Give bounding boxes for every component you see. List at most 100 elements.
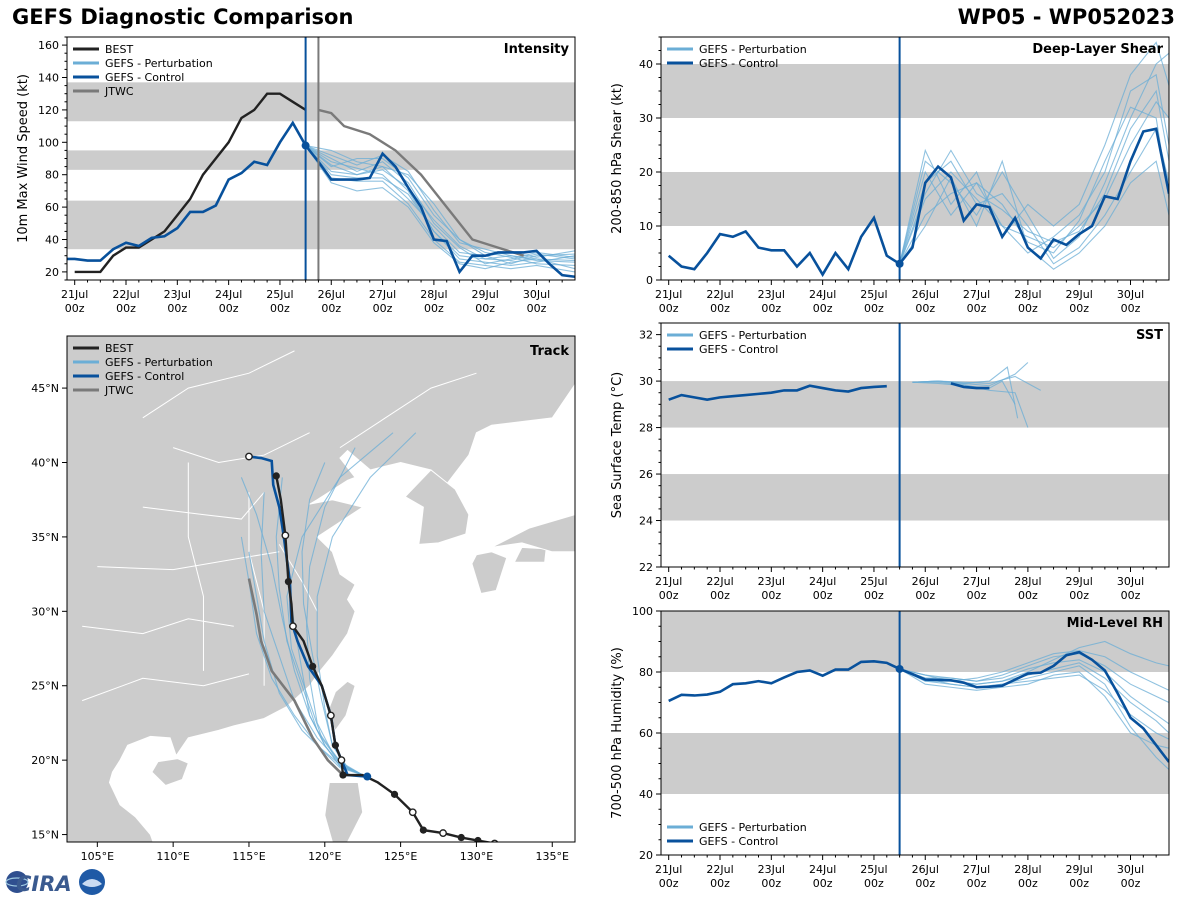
shear-xtick-sublabel: 00z [1018,302,1038,315]
intensity-ytick-label: 60 [45,201,59,214]
admin-boundary [142,350,295,419]
intensity-best-line [74,92,307,274]
sst-xtick-sublabel: 00z [710,589,730,602]
rh-xtick-sublabel: 00z [659,877,679,890]
shear-ytick-label: 10 [639,220,653,233]
intensity-xtick-label: 21Jul [61,288,88,301]
sst-ytick-label: 24 [639,515,653,528]
intensity-xtick-label: 22Jul [112,288,139,301]
rh-xtick-label: 21Jul [655,863,682,876]
sst-frame [660,322,1170,568]
rh-xtick-sublabel: 00z [1121,877,1141,890]
rh-xtick-sublabel: 00z [864,877,884,890]
rh-xtick-sublabel: 00z [1069,877,1089,890]
admin-boundary [82,618,234,635]
shear-perturbation-line [899,127,1169,265]
sst-ytick-label: 28 [639,422,653,435]
shear-ytick-label: 30 [639,112,653,125]
track-xtick-label: 105°E [81,850,114,863]
rh-plot-area [668,640,1169,770]
intensity-perturbation-line [305,145,575,270]
intensity-ytick-label: 20 [45,266,59,279]
rh-xtick-label: 22Jul [706,863,733,876]
shear-plot-area [667,41,1169,278]
rh-xtick-label: 30Jul [1117,863,1144,876]
track-ytick-label: 30°N [31,605,59,618]
intensity-band [67,82,575,122]
intensity-xtick-label: 29Jul [472,288,499,301]
rh-xtick-sublabel: 00z [813,877,833,890]
track-xtick-label: 130°E [460,850,493,863]
track-legend-label: BEST [105,342,133,355]
admin-boundary [97,551,280,571]
shear-xtick-label: 25Jul [860,288,887,301]
shear-xtick-sublabel: 00z [1069,302,1089,315]
track-best-marker-open [289,622,297,631]
globe-icon [6,871,28,893]
track-legend-label: GEFS - Perturbation [105,356,213,369]
logo-text: CIRA [16,872,72,896]
shear-perturbation-line [899,106,1169,264]
sst-xtick-label: 30Jul [1117,575,1144,588]
intensity-xtick-label: 24Jul [215,288,242,301]
track-xtick-label: 125°E [384,850,417,863]
shear-ytick-label: 20 [639,166,653,179]
track-ytick-label: 15°N [31,829,59,842]
rh-legend-label: GEFS - Perturbation [699,821,807,834]
track-best-marker [339,771,347,779]
sst-xtick-sublabel: 00z [1069,589,1089,602]
intensity-gefs-control-line [67,120,575,279]
shear-xtick-label: 22Jul [706,288,733,301]
sst-xtick-sublabel: 00z [864,589,884,602]
track-best-marker [457,833,465,842]
intensity-jtwc-line [318,108,525,257]
intensity-ylabel: 10m Max Wind Speed (kt) [16,74,31,243]
intensity-xtick-label: 27Jul [369,288,396,301]
shear-ytick-label: 40 [639,58,653,71]
land-polygon [151,758,189,787]
land-polygon [404,469,470,545]
track-map-area [67,336,575,842]
shear-xtick-sublabel: 00z [761,302,781,315]
storm-id-title: WP05 - WP052023 [957,5,1175,29]
admin-boundary [339,372,477,449]
sst-plot-area [668,362,1041,428]
track-ytick-label: 35°N [31,531,59,544]
rh-xtick-label: 29Jul [1066,863,1093,876]
track-best-marker-open [439,829,447,837]
admin-boundary [81,673,250,702]
track-xtick-label: 135°E [536,850,569,863]
rh-xtick-sublabel: 00z [710,877,730,890]
rh-xtick-sublabel: 00z [1018,877,1038,890]
intensity-title: Intensity [504,42,570,57]
rh-title: Mid-Level RH [1067,616,1163,631]
sst-xtick-label: 24Jul [809,575,836,588]
rh-xtick-sublabel: 00z [967,877,987,890]
sst-legend-label: GEFS - Control [699,343,778,356]
track-xtick-label: 115°E [232,850,265,863]
sst-legend-label: GEFS - Perturbation [699,329,807,342]
intensity-perturbation-line [305,145,575,266]
sst-xtick-sublabel: 00z [967,589,987,602]
track-perturbation-line [248,551,363,776]
intensity-xtick-sublabel: 00z [527,302,547,315]
intensity-perturbation-line [305,145,575,263]
shear-perturbation-line [899,41,1169,264]
sst-xtick-label: 23Jul [758,575,785,588]
shear-xtick-sublabel: 00z [659,302,679,315]
intensity-xtick-sublabel: 00z [219,302,239,315]
shear-legend-label: GEFS - Control [699,57,778,70]
rh-ytick-label: 100 [632,605,653,618]
panel-shear: 01020304021Jul00z22Jul00z23Jul00z24Jul00… [610,36,1170,315]
track-legend-label: JTWC [104,384,134,397]
land-polygon [471,551,508,595]
rh-ytick-label: 40 [639,788,653,801]
panel-track: 105°E 110°E 115°E 120°E 125°E 130°E 135°E 15°N 2… [31,335,576,863]
track-control-marker-open [245,452,253,461]
track-ytick-label: 20°N [31,754,59,767]
intensity-legend-label: GEFS - Perturbation [105,57,213,70]
track-ytick-label: 25°N [31,680,59,693]
intensity-xtick-sublabel: 00z [167,302,187,315]
intensity-ytick-label: 100 [38,136,59,149]
